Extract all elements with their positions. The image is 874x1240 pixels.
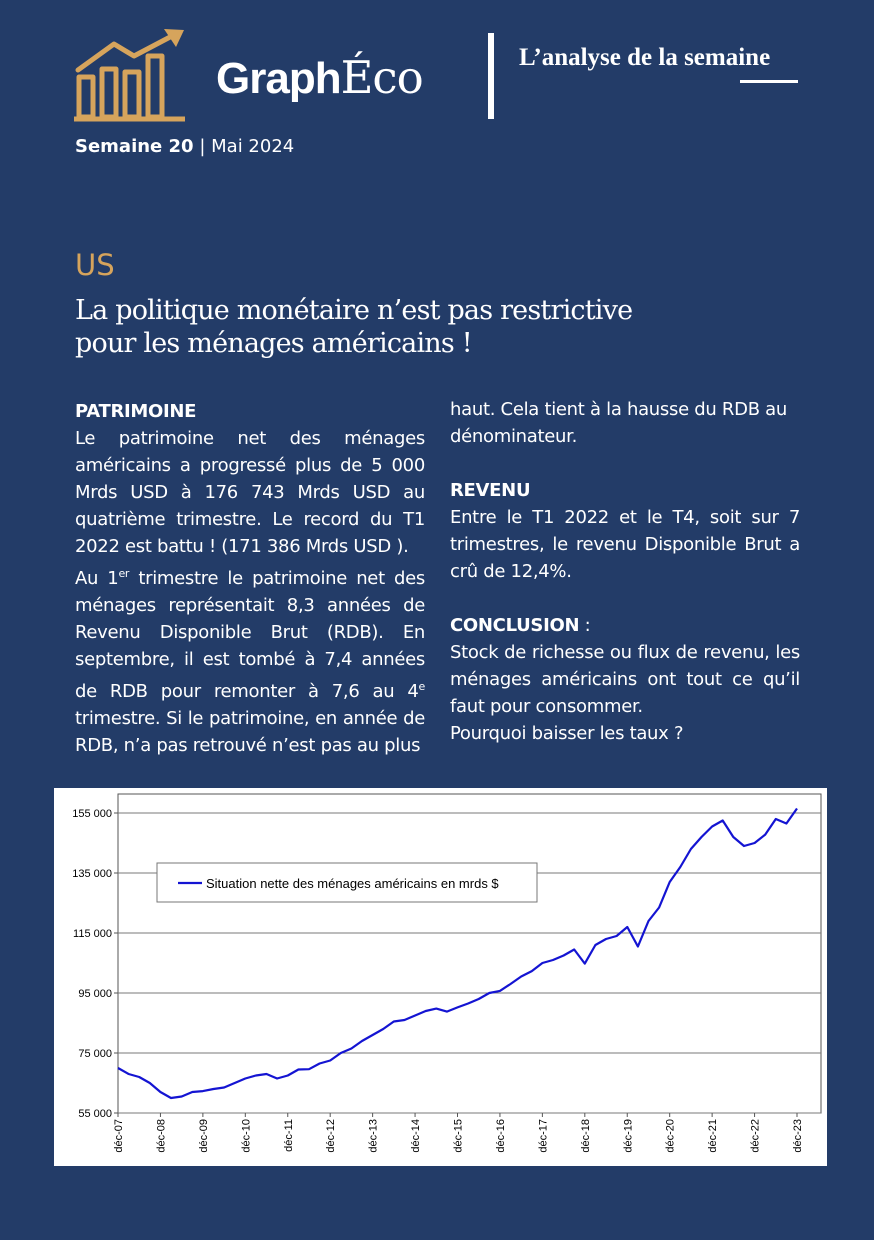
y-tick-label: 135 000 <box>72 868 112 880</box>
y-tick-label: 75 000 <box>78 1048 112 1060</box>
x-tick-label: déc-14 <box>410 1119 422 1153</box>
text-column-left: PATRIMOINE Le patrimoine net des ménages… <box>75 398 425 759</box>
x-tick-label: déc-21 <box>707 1119 719 1153</box>
x-tick-label: déc-20 <box>665 1119 677 1153</box>
x-tick-label: déc-15 <box>453 1119 465 1153</box>
issue-separator: | <box>199 136 206 157</box>
week-label: Semaine 20 <box>75 136 194 157</box>
net-worth-chart: 55 000 75 000 95 000 115 000 135 000 155 000 d… <box>54 788 827 1166</box>
article-title-line1: La politique monétaire n’est pas restric… <box>75 295 633 326</box>
conclusion-heading-line: CONCLUSION : <box>450 612 800 639</box>
conclusion-paragraph-2: Pourquoi baisser les taux ? <box>450 723 684 744</box>
conclusion-paragraph-1: Stock de richesse ou flux de revenu, les… <box>450 642 800 717</box>
x-tick-label: déc-08 <box>155 1119 167 1153</box>
p2-part-a: Au 1 <box>75 568 119 589</box>
x-tick-label: déc-11 <box>283 1119 295 1152</box>
y-tick-label: 95 000 <box>78 988 112 1000</box>
x-tick-label: déc-19 <box>622 1119 634 1153</box>
issue-info: Semaine 20 | Mai 2024 <box>75 136 294 157</box>
x-tick-label: déc-22 <box>750 1119 762 1153</box>
patrimoine-paragraph-2: Au 1er trimestre le patrimoine net des m… <box>75 560 425 759</box>
y-tick-label: 55 000 <box>78 1108 112 1120</box>
plot-area <box>117 793 822 1114</box>
issue-date: Mai 2024 <box>211 136 295 157</box>
patrimoine-heading: PATRIMOINE <box>75 401 197 422</box>
x-tick-label: déc-13 <box>368 1119 380 1153</box>
x-tick-label: déc-23 <box>792 1119 804 1153</box>
legend-box <box>156 862 538 903</box>
header-divider <box>488 33 494 119</box>
bar-chart-logo-icon <box>74 29 185 122</box>
y-tick-label: 155 000 <box>72 808 112 820</box>
section-label: US <box>75 248 115 282</box>
x-tick-label: déc-16 <box>495 1119 507 1153</box>
tagline: L’analyse de la semaine <box>519 44 771 71</box>
conclusion-heading: CONCLUSION <box>450 615 580 636</box>
brand-eco: Éco <box>340 51 424 104</box>
revenu-heading: REVENU <box>450 480 531 501</box>
tagline-underline <box>740 80 798 83</box>
chart-svg: 55 000 75 000 95 000 115 000 135 000 155 000 d… <box>72 793 822 1153</box>
y-tick-label: 115 000 <box>73 928 112 940</box>
article-title-line2: pour les ménages américains ! <box>75 328 473 359</box>
superscript-er: er <box>118 567 130 580</box>
series-line <box>117 807 798 1100</box>
x-tick-label: déc-18 <box>580 1119 592 1153</box>
brand-logo-text: GraphÉco <box>216 50 424 107</box>
x-tick-label: déc-10 <box>240 1119 252 1153</box>
x-tick-label: déc-07 <box>113 1119 125 1153</box>
text-column-right: haut. Cela tient à la hausse du RDB au d… <box>450 396 800 747</box>
p2-part-c-start: trimestre. Si le patrimoine, en année de… <box>75 708 425 756</box>
superscript-e: e <box>418 680 426 693</box>
brand-graph: Graph <box>216 54 342 103</box>
x-tick-label: déc-09 <box>198 1119 210 1153</box>
x-tick-label: déc-17 <box>537 1119 549 1153</box>
conclusion-heading-suffix: : <box>579 615 591 636</box>
p2-part-c-continued: haut. Cela tient à la hausse du RDB au d… <box>450 399 787 447</box>
article-title: La politique monétaire n’est pas restric… <box>75 294 633 360</box>
x-tick-label: déc-12 <box>325 1119 337 1153</box>
patrimoine-paragraph-1: Le patrimoine net des ménages américains… <box>75 428 425 557</box>
p2-part-b: trimestre le patrimoine net des ménages … <box>75 568 426 702</box>
legend-label: Situation nette des ménages américains e… <box>206 876 499 891</box>
revenu-paragraph: Entre le T1 2022 et le T4, soit sur 7 tr… <box>450 507 800 582</box>
